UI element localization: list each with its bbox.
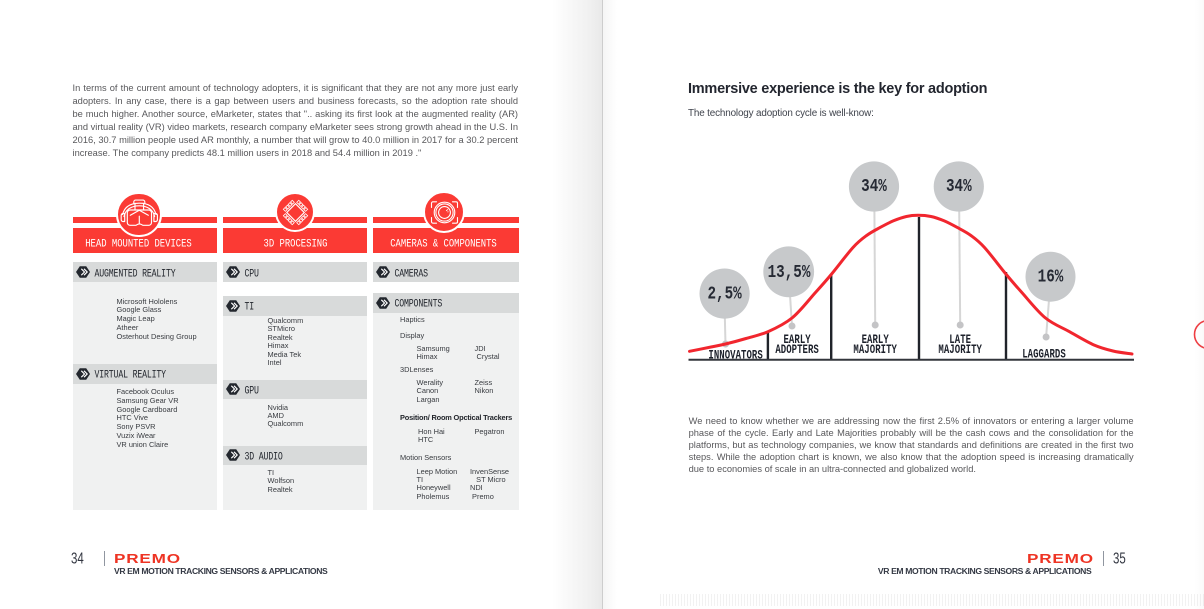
svg-text:34%: 34% <box>861 175 887 196</box>
svg-text:LATE: LATE <box>949 334 971 348</box>
svg-text:EARLY: EARLY <box>783 334 811 348</box>
svg-text:ADOPTERS: ADOPTERS <box>775 344 819 358</box>
svg-text:EARLY: EARLY <box>862 334 890 348</box>
svg-text:13,5%: 13,5% <box>768 262 811 283</box>
svg-text:MAJORITY: MAJORITY <box>853 344 897 358</box>
svg-text:34%: 34% <box>946 175 972 196</box>
svg-text:2,5%: 2,5% <box>708 283 742 304</box>
svg-text:16%: 16% <box>1038 266 1064 287</box>
svg-text:INNOVATORS: INNOVATORS <box>708 349 763 363</box>
svg-text:LAGGARDS: LAGGARDS <box>1022 348 1066 362</box>
svg-text:MAJORITY: MAJORITY <box>938 344 982 358</box>
